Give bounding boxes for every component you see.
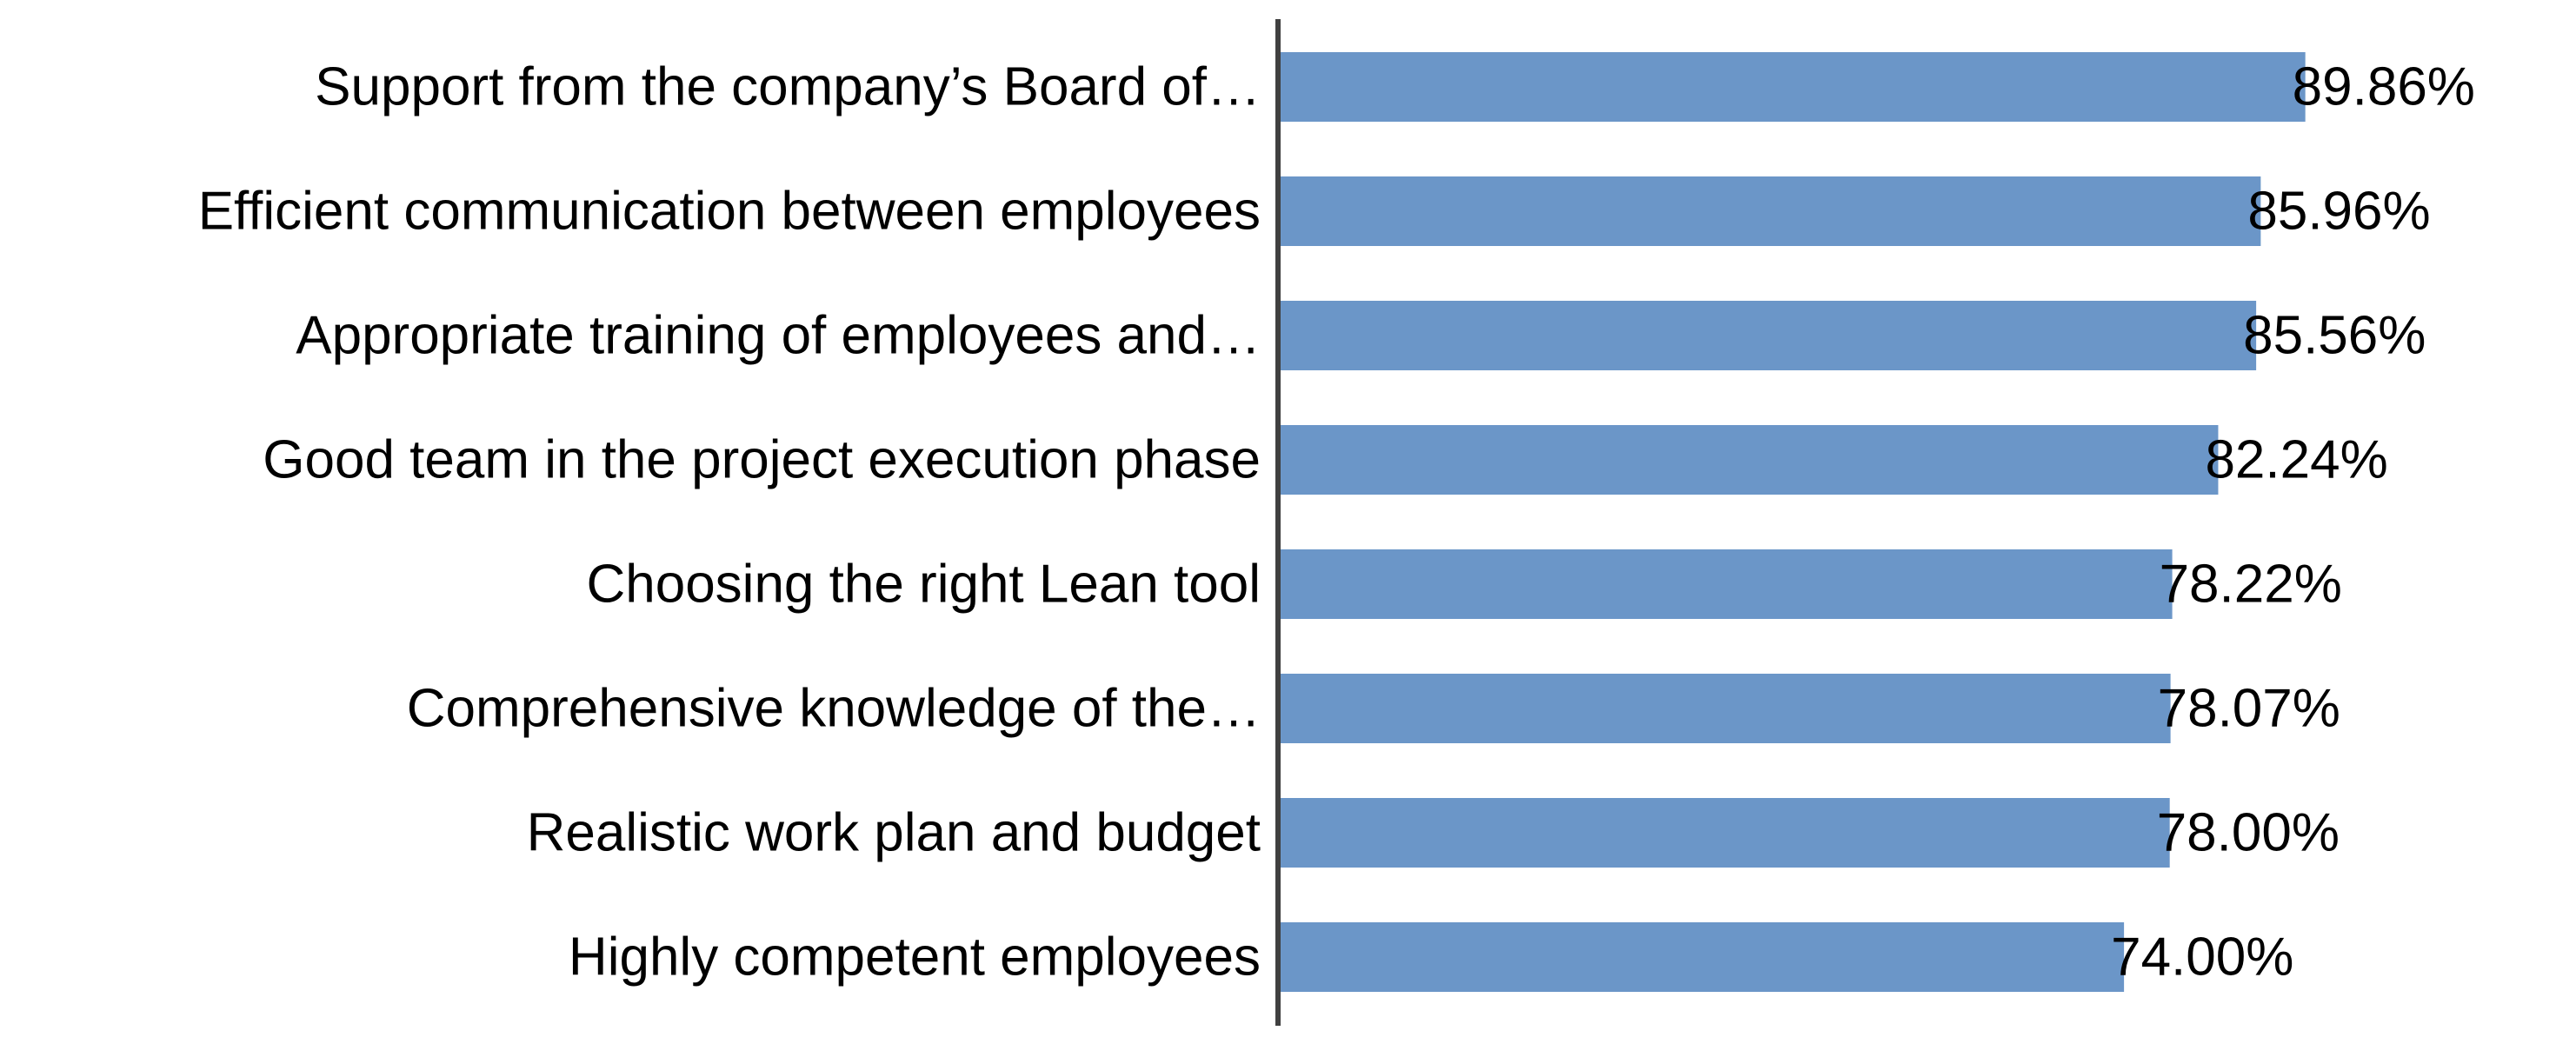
bar [1278, 922, 2125, 992]
value-label: 78.07% [2158, 679, 2340, 739]
bar [1278, 301, 2257, 370]
bar [1278, 798, 2170, 868]
bar [1278, 52, 2306, 122]
value-label: 85.56% [2243, 306, 2426, 366]
category-label: Appropriate training of employees and… [296, 306, 1261, 366]
category-label: Comprehensive knowledge of the… [407, 679, 1261, 739]
bar [1278, 549, 2173, 619]
bar [1278, 425, 2219, 495]
value-label: 82.24% [2205, 430, 2387, 490]
value-labels-layer: 89.86% 85.96% 85.56% 82.24% 78.22% 78.07% 78.0… [2111, 57, 2475, 988]
category-label: Choosing the right Lean tool [586, 555, 1261, 615]
category-labels-layer: Support from the company’s Board of… Effi… [198, 57, 1261, 988]
value-label: 85.96% [2247, 182, 2430, 242]
category-label: Support from the company’s Board of… [315, 57, 1261, 117]
value-label: 89.86% [2293, 57, 2475, 117]
bar [1278, 674, 2171, 743]
category-label: Good team in the project execution phase [263, 430, 1261, 490]
value-label: 74.00% [2111, 928, 2293, 988]
category-label: Realistic work plan and budget [527, 803, 1261, 863]
category-label: Efficient communication between employee… [198, 182, 1261, 242]
bar [1278, 176, 2261, 246]
category-label: Highly competent employees [569, 928, 1261, 988]
value-label: 78.00% [2157, 803, 2340, 863]
bars-layer [1278, 52, 2306, 992]
value-label: 78.22% [2160, 555, 2342, 615]
